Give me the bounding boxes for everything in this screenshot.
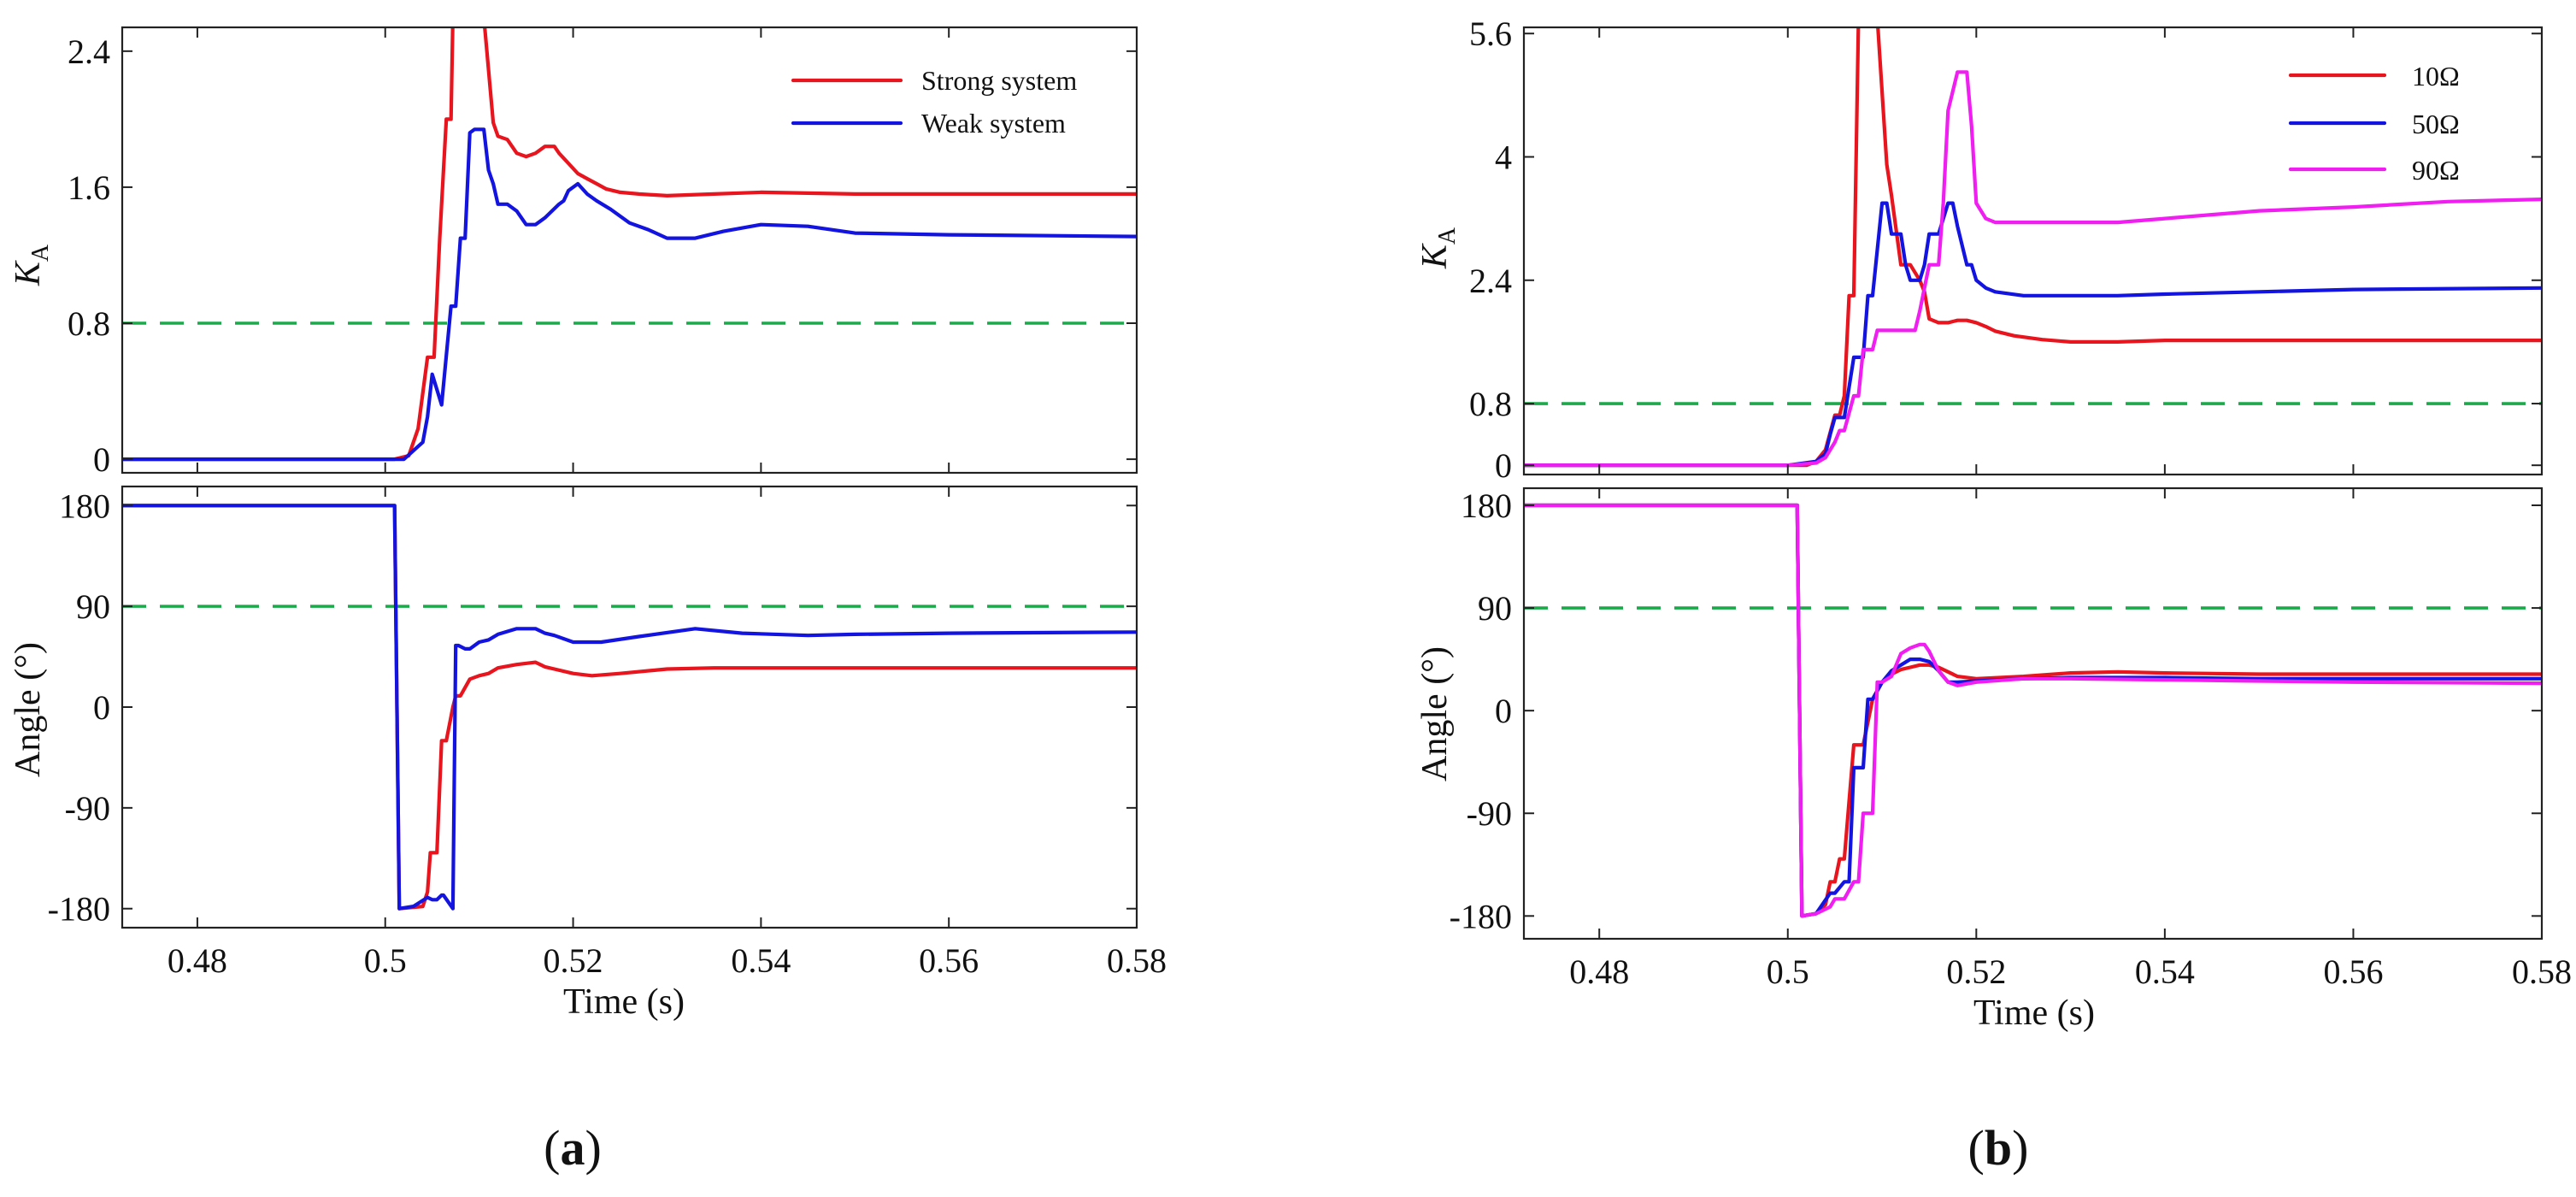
y-tick-label: 0 <box>1495 692 1512 730</box>
panel-a-xlabel: Time (s) <box>563 982 685 1022</box>
panel-a-ylabel-angle: Angle (°) <box>9 642 48 777</box>
series-line-weak <box>122 127 1137 462</box>
plot-frame <box>1522 486 2544 940</box>
x-tick-label: 0.56 <box>919 941 979 980</box>
series-line-r10 <box>1524 27 2542 468</box>
panel-a-legend: Strong system Weak system <box>791 65 1077 139</box>
panel-b-xlabel: Time (s) <box>1973 994 2095 1033</box>
y-tick-label: 0.8 <box>1469 385 1512 423</box>
y-tick-label: -180 <box>1450 897 1512 935</box>
y-tick-label: 5.6 <box>1469 15 1512 53</box>
x-tick-label: 0.56 <box>2323 952 2383 991</box>
x-tick-label: 0.5 <box>364 941 407 980</box>
y-tick-label: 90 <box>1478 589 1512 628</box>
x-tick-label: 0.48 <box>1569 952 1629 991</box>
panel-b-legend: 10Ω 50Ω 90Ω <box>2288 61 2460 186</box>
y-tick-label: 90 <box>76 587 110 626</box>
y-tick-label: 0 <box>1495 446 1512 485</box>
y-tick-label: 1.6 <box>68 168 110 207</box>
panel-a-label: (a) <box>544 1120 602 1176</box>
y-tick-label: 0 <box>93 440 110 479</box>
series-line-r50 <box>1524 503 2542 918</box>
series-line-strong <box>122 504 1137 911</box>
legend-label-weak: Weak system <box>921 108 1066 139</box>
series-line-strong <box>122 27 1137 462</box>
y-tick-label: 2.4 <box>68 32 110 71</box>
x-tick-label: 0.48 <box>168 941 227 980</box>
series-line-r10 <box>1524 503 2542 918</box>
panel-a-ylabel-kA: KA <box>9 244 54 286</box>
y-tick-label: 180 <box>59 486 110 525</box>
y-tick-label: 4 <box>1495 138 1512 176</box>
x-tick-label: 0.5 <box>1767 952 1809 991</box>
panel-a-kA-plot: 0 0.8 1.6 2.4 <box>68 26 1138 479</box>
series-line-r90 <box>1524 70 2542 468</box>
y-tick-label: -180 <box>48 890 110 929</box>
series-line-weak <box>122 504 1137 911</box>
x-tick-label: 0.58 <box>2512 952 2572 991</box>
x-tick-label: 0.58 <box>1107 941 1167 980</box>
panel-b-ylabel-angle: Angle (°) <box>1415 646 1455 781</box>
legend-label-10ohm: 10Ω <box>2412 61 2460 91</box>
panel-b-ylabel-kA: KA <box>1415 227 1461 269</box>
plot-frame <box>121 26 1138 475</box>
y-tick-label: 0.8 <box>68 304 110 343</box>
plot-frame <box>1522 26 2544 476</box>
panel-a: 0 0.8 1.6 2.4 -180 -90 0 90 180 0.48 0.5 0.52 0.54 0… <box>9 26 1167 1176</box>
legend-label-90ohm: 90Ω <box>2412 155 2460 186</box>
y-tick-label: 0 <box>93 688 110 727</box>
x-tick-label: 0.54 <box>2135 952 2195 991</box>
panel-b: 0 0.8 2.4 4 5.6 -180 -90 0 90 180 0.48 0.5 0.52 0.54… <box>1415 15 2572 1176</box>
panel-b-kA-plot: 0 0.8 2.4 4 5.6 <box>1469 15 2544 485</box>
y-tick-label: -90 <box>1467 794 1512 833</box>
y-tick-label: -90 <box>65 789 110 828</box>
panel-b-label: (b) <box>1968 1120 2029 1176</box>
legend-label-50ohm: 50Ω <box>2412 109 2460 139</box>
y-tick-label: 2.4 <box>1469 262 1512 300</box>
panel-a-angle-plot: -180 -90 0 90 180 0.48 0.5 0.52 0.54 0.56 0.58 <box>48 485 1167 980</box>
x-tick-label: 0.52 <box>1946 952 2006 991</box>
legend-label-strong: Strong system <box>921 65 1077 96</box>
series-line-r90 <box>1524 503 2542 918</box>
x-tick-label: 0.52 <box>544 941 603 980</box>
plot-frame <box>121 485 1138 929</box>
y-tick-label: 180 <box>1461 486 1512 525</box>
x-tick-label: 0.54 <box>731 941 791 980</box>
series-line-r50 <box>1524 201 2542 468</box>
panel-b-angle-plot: -180 -90 0 90 180 0.48 0.5 0.52 0.54 0.56 0.58 <box>1450 486 2572 991</box>
